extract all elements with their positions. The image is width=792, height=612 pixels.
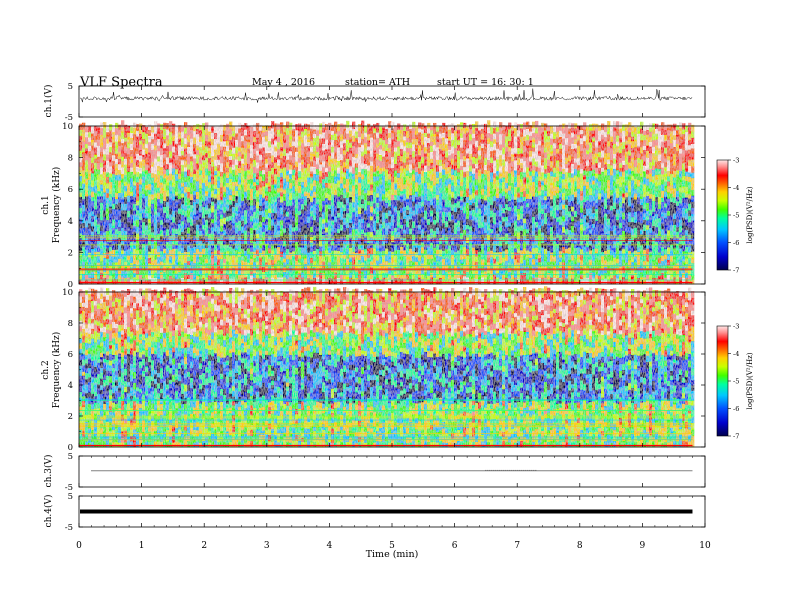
x-tick-label: 3 [264, 541, 270, 551]
x-tick-label: 4 [327, 541, 333, 551]
ch2-spectrogram-ylabel-freq: Frequency (kHz) [51, 332, 62, 409]
colorbar-tick-label: -3 [733, 323, 739, 331]
y-tick-label: 0 [68, 443, 73, 453]
y-tick-label: -5 [65, 113, 73, 123]
ch1-ylabel: ch.1(V) [43, 85, 54, 118]
colorbar-tick-label: -4 [733, 350, 739, 358]
ch1-waveform-frame [78, 85, 706, 118]
y-tick-label: 4 [68, 217, 73, 227]
y-tick-label: 8 [68, 154, 73, 164]
y-tick-label: 5 [68, 82, 73, 92]
date-label: May 4 , 2016 [252, 77, 316, 88]
y-tick-label: 6 [68, 185, 73, 195]
y-tick-label: 10 [62, 122, 73, 132]
ch2-spectrogram-cells [79, 286, 695, 448]
ch2-spectrogram-ylabel-channel: ch.2 [41, 360, 51, 379]
ch1-colorbar: -3-4-5-6-7 log(PSD)(V²/Hz) [716, 157, 754, 275]
ch2-colorbar: -3-4-5-6-7 log(PSD)(V²/Hz) [716, 323, 754, 441]
y-tick-label: 2 [68, 248, 73, 258]
x-tick-label: 10 [699, 541, 711, 551]
colorbar-tick-label: -6 [733, 405, 739, 413]
ch3-waveform-frame [78, 455, 706, 488]
ch1-spectrogram-ylabel-freq: Frequency (kHz) [51, 167, 62, 244]
colorbar-tick-label: -4 [733, 184, 739, 192]
ch3-ylabel: ch.3(V) [43, 455, 54, 488]
x-tick-label: 7 [514, 541, 520, 551]
x-tick-label: 1 [139, 541, 145, 551]
y-tick-label: 0 [68, 280, 73, 290]
ch1-spectrogram-cells [79, 120, 695, 285]
x-tick-label: 2 [201, 541, 207, 551]
ch1-spectrogram-lines [79, 235, 693, 284]
colorbar-tick-label: -3 [733, 157, 739, 165]
x-tick-label: 0 [76, 541, 82, 551]
y-tick-label: 8 [68, 319, 73, 329]
y-tick-label: -5 [65, 483, 73, 493]
ch1-spectrogram-ylabel-channel: ch.1 [41, 195, 51, 214]
ch1-waveform-trace [79, 88, 693, 103]
ch2-spectrogram [78, 286, 706, 448]
y-tick-label: 5 [68, 492, 73, 502]
x-tick-label: 8 [577, 541, 583, 551]
x-tick-label: 9 [640, 541, 646, 551]
colorbar-tick-label: -7 [733, 267, 739, 275]
ch3-waveform-trace [91, 469, 693, 472]
x-axis-label: Time (min) [366, 549, 419, 560]
y-tick-label: 4 [68, 381, 73, 391]
ch2-spectrogram-lines [79, 398, 693, 447]
x-tick-label: 5 [389, 541, 395, 551]
colorbar-tick-label: -5 [733, 212, 739, 220]
colorbar-tick-label: -6 [733, 239, 739, 247]
y-tick-label: -5 [65, 523, 73, 533]
ch4-ylabel: ch.4(V) [43, 495, 54, 528]
x-tick-label: 6 [452, 541, 458, 551]
station-label: station= ATH [345, 77, 410, 88]
y-tick-label: 6 [68, 350, 73, 360]
start-time-label: start UT = 16: 30: 1 [437, 77, 534, 88]
colorbar-tick-label: -7 [733, 433, 739, 441]
colorbar-tick-label: -5 [733, 378, 739, 386]
y-tick-label: 5 [68, 452, 73, 462]
ch1-spectrogram [78, 120, 706, 285]
y-tick-label: 10 [62, 288, 73, 298]
ch1-trace-path [79, 88, 693, 103]
y-tick-label: 2 [68, 412, 73, 422]
